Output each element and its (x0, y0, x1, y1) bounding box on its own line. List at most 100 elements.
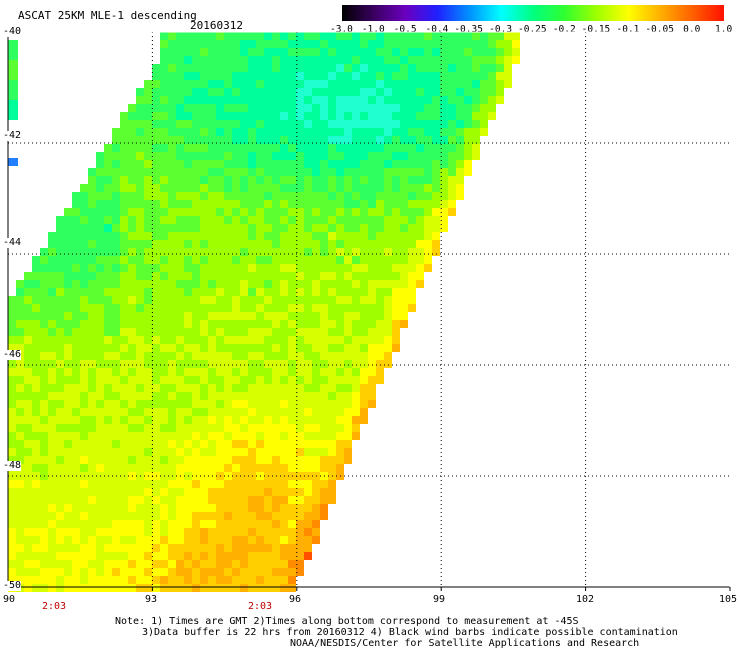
swath-cell (328, 312, 336, 320)
swath-cell (408, 144, 416, 152)
swath-cell (448, 64, 456, 72)
swath-cell (56, 496, 64, 504)
swath-cell (344, 72, 352, 80)
swath-cell (392, 40, 400, 48)
swath-cell (40, 536, 48, 544)
swath-cell (72, 408, 80, 416)
swath-cell (184, 536, 192, 544)
swath-cell (88, 368, 96, 376)
swath-cell (432, 48, 440, 56)
swath-cell (296, 304, 304, 312)
swath-cell (40, 336, 48, 344)
swath-cell (176, 184, 184, 192)
swath-cell (392, 144, 400, 152)
swath-cell (472, 48, 480, 56)
swath-cell (232, 184, 240, 192)
swath-cell (48, 488, 56, 496)
swath-cell (408, 280, 416, 288)
swath-cell (320, 392, 328, 400)
swath-cell (64, 336, 72, 344)
swath-cell (280, 280, 288, 288)
swath-cell (88, 192, 96, 200)
swath-cell (328, 48, 336, 56)
swath-cell (256, 232, 264, 240)
swath-cell (216, 232, 224, 240)
swath-cell (392, 168, 400, 176)
swath-cell (80, 536, 88, 544)
swath-cell (464, 40, 472, 48)
swath-cell (120, 424, 128, 432)
swath-cell (432, 112, 440, 120)
swath-cell (152, 336, 160, 344)
swath-cell (192, 216, 200, 224)
swath-cell (304, 224, 312, 232)
swath-cell (448, 80, 456, 88)
swath-cell (344, 120, 352, 128)
swath-cell (224, 112, 232, 120)
swath-cell (168, 560, 176, 568)
swath-cell (184, 400, 192, 408)
swath-cell (136, 400, 144, 408)
swath-cell (16, 360, 24, 368)
swath-cell (344, 160, 352, 168)
swath-cell (144, 488, 152, 496)
swath-cell (160, 304, 168, 312)
swath-cell (32, 512, 40, 520)
swath-cell (24, 432, 32, 440)
swath-cell (312, 408, 320, 416)
swath-cell (392, 192, 400, 200)
swath-cell (24, 320, 32, 328)
swath-cell (136, 256, 144, 264)
swath-cell (336, 384, 344, 392)
swath-cell (272, 464, 280, 472)
swath-cell (240, 512, 248, 520)
swath-cell (328, 88, 336, 96)
swath-cell (136, 184, 144, 192)
swath-cell (328, 152, 336, 160)
swath-cell (320, 432, 328, 440)
swath-cell (376, 176, 384, 184)
swath-cell (168, 480, 176, 488)
swath-cell (216, 488, 224, 496)
swath-cell (64, 272, 72, 280)
swath-cell (184, 40, 192, 48)
swath-cell (448, 56, 456, 64)
swath-cell (352, 408, 360, 416)
swath-cell (176, 248, 184, 256)
swath-cell (192, 584, 200, 592)
swath-cell (320, 208, 328, 216)
swath-cell (192, 80, 200, 88)
swath-cell (128, 192, 136, 200)
swath-cell (440, 160, 448, 168)
swath-cell (304, 480, 312, 488)
swath-cell (112, 128, 120, 136)
swath-cell (368, 128, 376, 136)
swath-cell (56, 384, 64, 392)
swath-cell (496, 32, 504, 40)
swath-cell (192, 48, 200, 56)
swath-cell (208, 128, 216, 136)
swath-cell (320, 240, 328, 248)
swath-cell (168, 128, 176, 136)
swath-cell (80, 288, 88, 296)
swath-cell (144, 400, 152, 408)
swath-cell (272, 376, 280, 384)
swath-cell (352, 384, 360, 392)
swath-cell (440, 200, 448, 208)
swath-cell (264, 416, 272, 424)
swath-cell (104, 448, 112, 456)
swath-cell (336, 352, 344, 360)
swath-cell (200, 464, 208, 472)
swath-cell (128, 368, 136, 376)
swath-cell (264, 216, 272, 224)
swath-cell (288, 344, 296, 352)
swath-cell (464, 168, 472, 176)
swath-cell (176, 496, 184, 504)
swath-cell (264, 280, 272, 288)
swath-cell (8, 408, 16, 416)
swath-cell (184, 584, 192, 592)
swath-cell (176, 568, 184, 576)
swath-cell (184, 368, 192, 376)
swath-cell (64, 360, 72, 368)
swath-cell (16, 440, 24, 448)
